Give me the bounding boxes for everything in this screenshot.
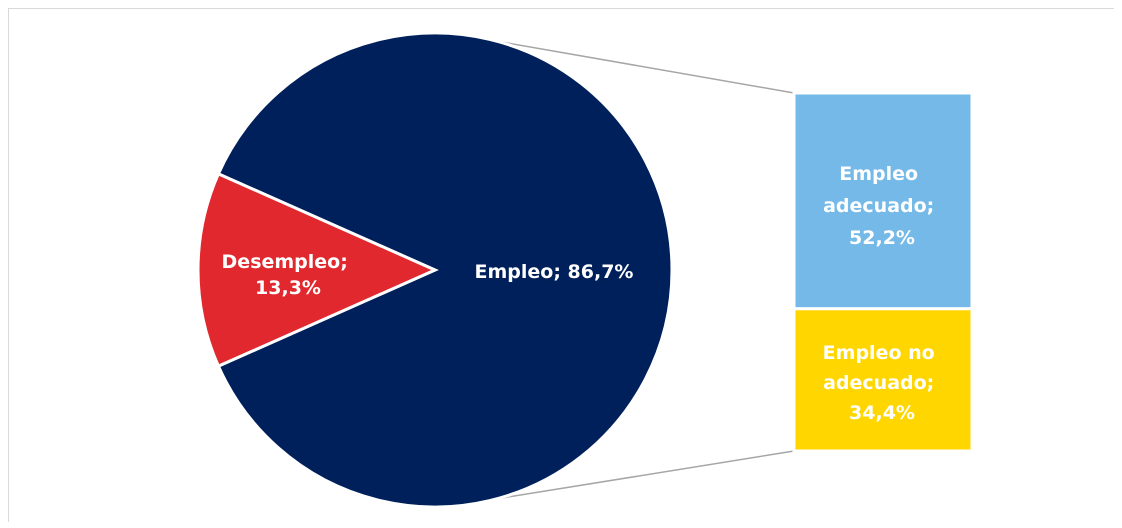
data-label-empleo-adecuado: Empleo adecuado; 52,2%: [823, 163, 941, 249]
data-label-empleo-no-adecuado: Empleo no adecuado; 34,4%: [823, 342, 942, 424]
chart-frame: [8, 8, 1114, 522]
data-label-empleo-no-adecuado-line-3: 34,4%: [849, 402, 915, 424]
pie-slice-empleo: [216, 31, 674, 509]
bar-segment-empleo-no-adecuado: [792, 307, 974, 453]
data-label-desempleo-line-2: 13,3%: [255, 277, 321, 299]
data-label-desempleo: Desempleo; 13,3%: [222, 251, 355, 299]
data-label-empleo-no-adecuado-line-2: adecuado;: [823, 372, 934, 394]
pie-slice-desempleo: [196, 171, 439, 369]
data-label-empleo-adecuado-line-1: Empleo: [839, 163, 918, 185]
connector-line-bottom: [496, 450, 795, 500]
data-label-empleo-no-adecuado-line-1: Empleo no: [823, 342, 935, 364]
data-label-desempleo-line-1: Desempleo;: [222, 251, 348, 273]
connector-line-top: [496, 40, 795, 94]
data-label-empleo-adecuado-line-2: adecuado;: [823, 195, 934, 217]
bar-segment-empleo-adecuado: [792, 91, 974, 311]
data-label-empleo: Empleo; 86,7%: [475, 261, 634, 283]
data-label-empleo-adecuado-line-3: 52,2%: [849, 227, 915, 249]
